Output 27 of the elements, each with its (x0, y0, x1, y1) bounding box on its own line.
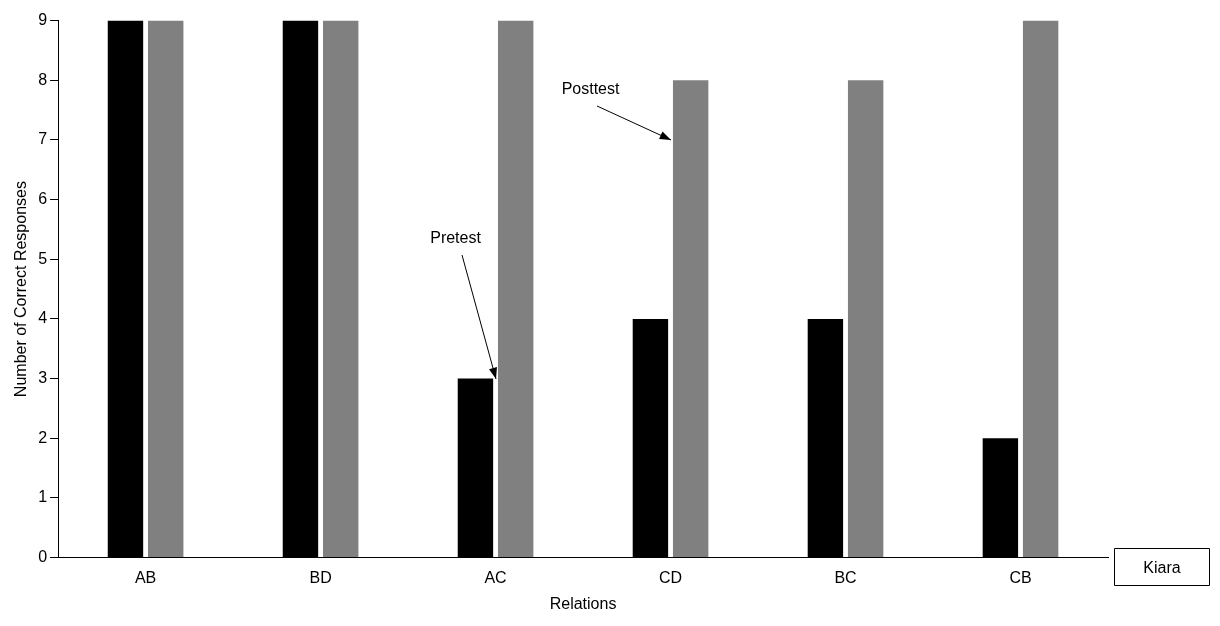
x-tick-label: AC (484, 568, 507, 586)
y-tick-label: 6 (38, 190, 48, 208)
bar (1022, 20, 1059, 558)
bar (322, 20, 359, 558)
x-axis-title: Relations (549, 594, 617, 612)
bar (148, 20, 184, 558)
x-tick-label: CD (658, 568, 683, 586)
y-tick-label: 8 (38, 70, 48, 88)
y-tick-label: 7 (38, 130, 48, 148)
y-tick-label: 5 (38, 249, 48, 267)
bar (847, 80, 884, 558)
x-tick-label: BD (309, 568, 332, 586)
annotation: Posttest (560, 79, 621, 98)
x-tick-label: AB (134, 568, 157, 586)
y-tick-label: 3 (38, 369, 48, 387)
annotation: Pretest (429, 228, 482, 247)
y-tick-label: 1 (38, 488, 48, 506)
bar (497, 20, 534, 558)
y-tick-label: 4 (38, 309, 48, 327)
y-tick-label: 0 (38, 548, 48, 566)
bar (672, 80, 709, 558)
y-axis-title: Number of Correct Responses (12, 181, 30, 398)
name-box-frame: Kiara (1114, 548, 1210, 586)
y-tick-label: 2 (38, 428, 48, 446)
x-tick-label: CB (1009, 568, 1032, 586)
x-tick-label: BC (834, 568, 857, 586)
y-tick-label: 9 (38, 11, 48, 29)
